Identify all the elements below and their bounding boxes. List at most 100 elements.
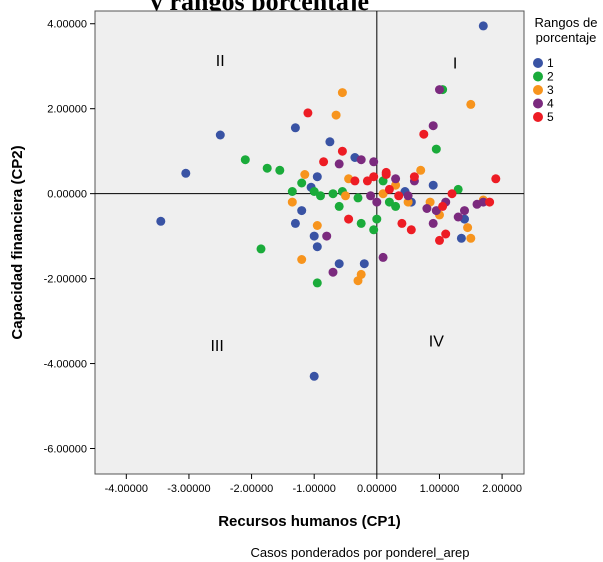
data-point-series-5	[319, 157, 329, 167]
data-point-series-1	[181, 168, 191, 178]
data-points	[156, 21, 501, 381]
data-point-series-4	[453, 212, 463, 222]
data-point-series-1	[334, 259, 344, 269]
data-point-series-2	[372, 214, 382, 224]
data-point-series-2	[353, 193, 363, 203]
data-point-series-4	[356, 155, 366, 165]
data-point-series-5	[419, 129, 429, 139]
data-point-series-2	[275, 165, 285, 175]
data-point-series-5	[344, 214, 354, 224]
data-point-series-4	[378, 252, 388, 262]
data-point-series-4	[428, 121, 438, 131]
data-point-series-5	[397, 218, 407, 228]
data-point-series-2	[391, 201, 401, 211]
data-point-series-4	[428, 218, 438, 228]
quadrant-label: III	[210, 338, 223, 355]
x-tick-label: -1.00000	[292, 483, 335, 495]
x-tick-label: -2.00000	[230, 483, 273, 495]
data-point-series-2	[256, 244, 266, 254]
y-tick-label: 0.00000	[47, 189, 87, 201]
data-point-series-4	[322, 231, 332, 241]
data-point-series-1	[478, 21, 488, 31]
x-tick-label: 1.00000	[420, 483, 460, 495]
data-point-series-4	[391, 174, 401, 184]
quadrant-label: II	[216, 53, 225, 70]
quadrant-label: IV	[429, 334, 444, 351]
data-point-series-3	[287, 197, 297, 207]
data-point-series-4	[369, 157, 379, 167]
y-tick-label: 4.00000	[47, 19, 87, 31]
data-point-series-3	[403, 197, 413, 207]
data-point-series-5	[441, 229, 451, 239]
data-point-series-1	[297, 206, 307, 216]
data-point-series-2	[356, 218, 366, 228]
data-point-series-2	[369, 225, 379, 235]
legend-swatch	[533, 85, 543, 95]
legend-label: 1	[547, 56, 554, 70]
data-point-series-2	[328, 189, 338, 199]
data-point-series-2	[287, 187, 297, 196]
data-point-series-1	[325, 137, 335, 147]
data-point-series-2	[262, 163, 272, 173]
y-tick-label: -2.00000	[44, 274, 87, 286]
data-point-series-3	[337, 88, 347, 98]
legend-title: porcentaje	[536, 30, 597, 45]
data-point-series-1	[215, 130, 225, 140]
data-point-series-3	[378, 189, 388, 199]
data-point-series-1	[428, 180, 438, 190]
data-point-series-3	[312, 221, 322, 230]
plot-area	[94, 10, 525, 475]
data-point-series-5	[485, 197, 495, 207]
data-point-series-2	[297, 178, 307, 188]
data-point-series-3	[300, 170, 310, 179]
x-tick-label: 2.00000	[482, 483, 522, 495]
data-point-series-4	[328, 267, 338, 277]
data-point-series-1	[359, 259, 369, 269]
y-tick-label: -6.00000	[44, 444, 87, 456]
x-axis-title: Recursos humanos (CP1)	[218, 513, 401, 530]
data-point-series-4	[366, 191, 376, 201]
data-point-series-3	[341, 191, 350, 201]
data-point-series-2	[312, 278, 322, 288]
data-point-series-2	[240, 155, 250, 165]
data-point-series-5	[409, 172, 419, 182]
y-tick-label: -4.00000	[44, 359, 87, 371]
data-point-series-5	[369, 172, 379, 182]
data-point-series-1	[290, 123, 300, 133]
data-point-series-1	[290, 218, 300, 228]
data-point-series-5	[491, 174, 501, 184]
data-point-series-5	[381, 167, 391, 177]
legend-swatch	[533, 112, 543, 122]
data-point-series-5	[438, 201, 448, 211]
data-point-series-3	[297, 255, 307, 264]
data-point-series-3	[466, 99, 476, 109]
data-point-series-1	[312, 242, 322, 252]
data-point-series-1	[156, 216, 166, 226]
data-point-series-2	[334, 201, 344, 211]
data-point-series-5	[337, 146, 347, 156]
legend-swatch	[533, 98, 543, 109]
legend-label: 4	[547, 97, 554, 111]
y-axis-ticks: 4.00000 2.00000 0.00000 -2.00000 -4.00000 -6.…	[44, 19, 95, 456]
data-point-series-4	[403, 191, 413, 201]
data-point-series-5	[447, 189, 457, 199]
data-point-series-5	[406, 225, 416, 235]
data-point-series-5	[384, 184, 394, 194]
data-point-series-3	[463, 223, 473, 233]
data-point-series-4	[460, 206, 469, 216]
data-point-series-3	[356, 269, 366, 279]
data-point-series-3	[331, 110, 341, 120]
data-point-series-2	[316, 191, 325, 201]
data-point-series-2	[431, 144, 441, 154]
data-point-series-3	[416, 165, 426, 175]
data-point-series-1	[312, 172, 322, 182]
data-point-series-2	[309, 187, 319, 196]
data-point-series-4	[435, 85, 444, 95]
data-point-series-4	[422, 204, 432, 213]
x-axis-ticks: -4.00000 -3.00000 -2.00000 -1.00000 0.00000 1…	[105, 474, 522, 495]
x-tick-label: -4.00000	[105, 483, 148, 495]
data-point-series-5	[303, 108, 313, 118]
legend-swatch	[533, 58, 543, 68]
